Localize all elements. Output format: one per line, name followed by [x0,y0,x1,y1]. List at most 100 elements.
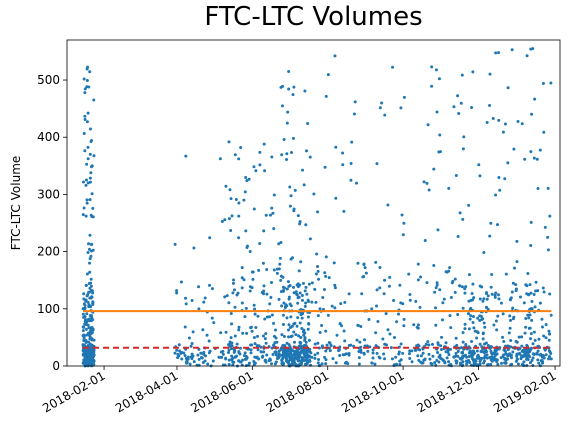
data-point [84,283,88,287]
data-point [187,336,191,340]
data-point [510,356,514,360]
data-point [503,122,507,126]
data-point [294,333,298,337]
data-point [232,349,236,353]
data-point [274,336,278,340]
data-point [237,214,241,218]
data-point [324,362,328,366]
data-point [475,330,479,334]
data-point [320,323,324,327]
data-point [263,169,267,173]
data-point [289,194,293,198]
data-point [82,297,86,301]
data-point [191,330,195,334]
data-point [312,192,316,196]
data-point [510,48,514,52]
data-point [324,274,328,278]
data-point [281,352,285,356]
data-point [371,351,375,355]
data-point [479,314,483,318]
data-point [373,362,377,366]
data-point [456,94,460,98]
data-point [391,65,395,69]
data-point [234,198,238,202]
data-point [464,343,468,347]
data-point [87,281,91,285]
data-point [497,118,501,122]
data-point [412,323,416,327]
data-point [240,276,244,280]
data-point [289,347,293,351]
data-point [422,180,426,184]
data-point [263,317,267,321]
data-point [87,317,91,321]
data-point [85,201,89,205]
data-point [81,348,85,352]
data-point [364,271,368,275]
data-point [544,353,548,357]
data-point [247,361,251,365]
data-point [226,351,230,355]
data-point [277,297,281,301]
data-point [238,352,242,356]
data-point [478,319,482,323]
data-point [447,360,451,364]
data-point [208,236,212,240]
data-point [398,283,402,287]
data-point [493,357,497,361]
data-point [84,214,88,218]
data-point [536,349,540,353]
data-point [541,286,545,290]
data-point [454,351,458,355]
data-point [184,296,188,300]
data-point [447,186,451,190]
data-point [211,359,215,363]
data-point [305,351,309,355]
data-point [320,344,324,348]
data-point [88,127,92,131]
data-point [355,181,359,185]
data-point [90,295,94,299]
data-point [210,287,214,291]
data-point [531,342,535,346]
data-point [471,314,475,318]
data-point [229,229,233,233]
data-point [251,270,255,274]
data-point [223,295,227,299]
data-point [333,306,337,310]
data-point [88,257,92,261]
data-point [515,357,519,361]
data-point [227,348,231,352]
data-point [395,320,399,324]
data-point [184,154,188,158]
data-point [523,331,527,335]
data-point [305,149,309,153]
data-point [435,110,439,114]
data-point [383,113,387,117]
data-point [546,186,550,190]
data-point [529,47,533,51]
data-point [299,313,303,317]
data-point [268,315,272,319]
data-point [471,321,475,325]
data-point [286,280,290,284]
data-point [546,248,550,252]
data-point [520,122,524,126]
data-point [306,315,310,319]
data-point [91,206,95,210]
data-point [530,307,534,311]
data-point [421,351,425,355]
data-point [287,69,291,73]
data-point [81,180,85,184]
x-tick-label: 2018-10-01 [339,368,406,415]
data-point [299,335,303,339]
data-point [294,290,298,294]
data-point [298,220,302,224]
data-point [549,81,553,85]
x-tick-label: 2019-02-01 [491,368,558,415]
data-point [184,360,188,364]
data-point [485,120,489,124]
data-point [242,198,246,202]
data-point [256,334,259,338]
data-point [531,352,535,356]
